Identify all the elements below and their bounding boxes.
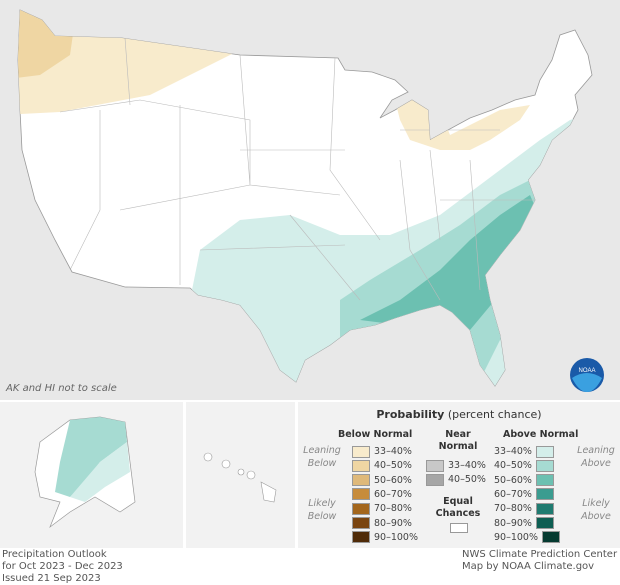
legend-swatch bbox=[352, 502, 370, 515]
legend-label: 40–50% bbox=[374, 460, 412, 472]
legend-label: 60–70% bbox=[494, 488, 532, 500]
legend-label: 70–80% bbox=[374, 503, 412, 515]
equal-chances-swatch bbox=[450, 523, 468, 533]
legend-swatch bbox=[352, 488, 370, 501]
legend-swatch bbox=[535, 474, 554, 487]
legend-swatch bbox=[352, 531, 370, 544]
leaning-below-label: Leaning Below bbox=[303, 445, 341, 469]
legend-swatch bbox=[352, 517, 370, 529]
near-normal-header: Near Normal bbox=[438, 429, 478, 452]
hawaii-panel bbox=[186, 402, 295, 548]
footer-right: NWS Climate Prediction Center Map by NOAA… bbox=[462, 549, 618, 572]
alaska-above bbox=[55, 417, 127, 497]
legend-label: 50–60% bbox=[374, 474, 412, 486]
legend-label: 40–50% bbox=[494, 460, 532, 472]
legend-label: 90–100% bbox=[494, 531, 538, 543]
above-legend-item: 40–50% bbox=[494, 459, 558, 472]
above-normal-header: Above Normal bbox=[503, 429, 579, 440]
below-legend-item: 60–70% bbox=[348, 488, 412, 501]
legend-panel: Probability (percent chance) Below Norma… bbox=[298, 402, 620, 548]
equal-chances-header: Equal Chances bbox=[435, 496, 481, 519]
below-legend-item: 90–100% bbox=[348, 531, 418, 544]
below-legend-item: 80–90% bbox=[348, 517, 412, 530]
legend-swatch bbox=[352, 445, 370, 458]
legend-swatch bbox=[535, 488, 554, 501]
conus-map: NOAA AK and HI not to scale bbox=[0, 0, 620, 400]
legend-swatch bbox=[535, 459, 554, 472]
legend-swatch bbox=[535, 517, 554, 529]
likely-above-label: Likely Above bbox=[581, 498, 611, 522]
legend-label: 40–50% bbox=[448, 474, 486, 486]
legend-swatch bbox=[352, 474, 370, 487]
legend-label: 80–90% bbox=[374, 517, 412, 529]
legend-swatch bbox=[535, 502, 554, 515]
legend-swatch bbox=[426, 459, 444, 472]
above-legend-item: 33–40% bbox=[494, 445, 558, 458]
legend-label: 33–40% bbox=[448, 460, 486, 471]
below-legend-item: 70–80% bbox=[348, 502, 412, 515]
above-legend-item: 60–70% bbox=[494, 488, 558, 501]
legend-label: 80–90% bbox=[494, 517, 532, 529]
near-legend-item: 40–50% bbox=[422, 473, 486, 486]
conus-map-svg: NOAA bbox=[17, 9, 604, 392]
legend-label: 50–60% bbox=[494, 474, 532, 486]
below-legend-item: 50–60% bbox=[348, 474, 412, 487]
legend-label: 90–100% bbox=[374, 531, 418, 543]
above-legend-item: 70–80% bbox=[494, 502, 558, 515]
footer-left: Precipitation Outlook for Oct 2023 - Dec … bbox=[2, 549, 123, 584]
alaska-panel bbox=[0, 402, 183, 548]
noaa-logo-text: NOAA bbox=[578, 368, 595, 374]
above-legend-item: 50–60% bbox=[494, 474, 558, 487]
above-legend-item: 90–100% bbox=[494, 531, 564, 544]
leaning-above-label: Leaning Above bbox=[577, 445, 615, 469]
above-legend-item: 80–90% bbox=[494, 517, 558, 530]
above-50-60-southeast bbox=[360, 195, 545, 330]
map-note: AK and HI not to scale bbox=[6, 383, 117, 394]
legend-label: 33–40% bbox=[374, 446, 412, 457]
legend-swatch bbox=[426, 473, 444, 486]
legend-title: Probability (percent chance) bbox=[376, 408, 542, 421]
legend-label: 33–40% bbox=[494, 446, 532, 457]
legend-swatch bbox=[535, 445, 554, 458]
legend-swatch bbox=[352, 459, 370, 472]
hawaii-islands bbox=[203, 452, 277, 503]
legend-swatch bbox=[542, 531, 560, 544]
below-legend-item: 33–40% bbox=[348, 445, 412, 458]
near-legend-item: 33–40% bbox=[422, 459, 486, 472]
below-legend-item: 40–50% bbox=[348, 459, 412, 472]
likely-below-label: Likely Below bbox=[307, 498, 337, 522]
below-normal-header: Below Normal bbox=[338, 429, 413, 440]
legend-label: 60–70% bbox=[374, 488, 412, 500]
legend-label: 70–80% bbox=[494, 503, 532, 515]
